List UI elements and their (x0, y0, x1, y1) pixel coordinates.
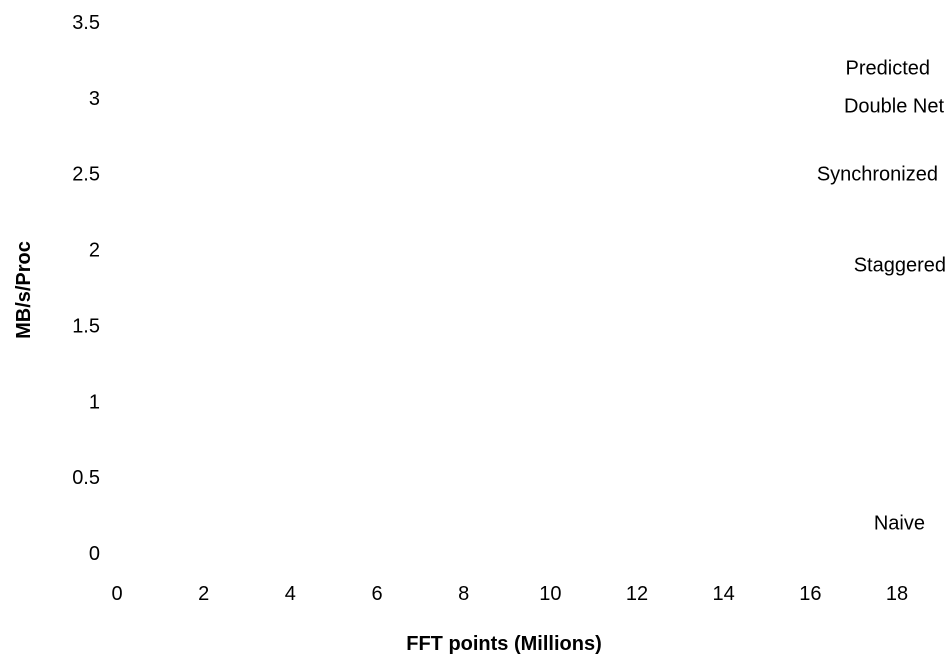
x-tick-label: 14 (713, 583, 735, 605)
y-tick-label: 1.5 (72, 315, 100, 337)
x-tick-label: 2 (198, 583, 209, 605)
x-tick-label: 8 (458, 583, 469, 605)
x-tick-label: 12 (626, 583, 648, 605)
y-tick-label: 0.5 (72, 467, 100, 489)
series-label: Staggered (854, 255, 946, 277)
series-label: Double Net (844, 95, 945, 117)
y-tick-label: 3 (89, 88, 100, 110)
y-tick-label: 2 (89, 240, 100, 262)
x-tick-label: 6 (371, 583, 382, 605)
y-tick-label: 1 (89, 391, 100, 413)
x-tick-label: 0 (111, 583, 122, 605)
y-tick-label: 3.5 (72, 12, 100, 34)
x-tick-label: 16 (799, 583, 821, 605)
x-axis-ticks: 0 2 4 6 8 10 12 14 16 18 (111, 583, 908, 605)
x-tick-label: 4 (285, 583, 296, 605)
series-labels: Predicted Double Net Synchronized Staggered… (817, 58, 946, 535)
x-tick-label: 18 (886, 583, 908, 605)
series-label: Synchronized (817, 164, 938, 186)
series-label: Naive (874, 513, 925, 535)
y-tick-label: 0 (89, 543, 100, 565)
x-tick-label: 10 (539, 583, 561, 605)
y-axis-ticks: 0 0.5 1 1.5 2 2.5 3 3.5 (72, 12, 100, 565)
y-axis-title: MB/s/Proc (13, 241, 35, 339)
x-axis-title: FFT points (Millions) (406, 633, 602, 655)
y-tick-label: 2.5 (72, 164, 100, 186)
series-label: Predicted (846, 58, 931, 80)
